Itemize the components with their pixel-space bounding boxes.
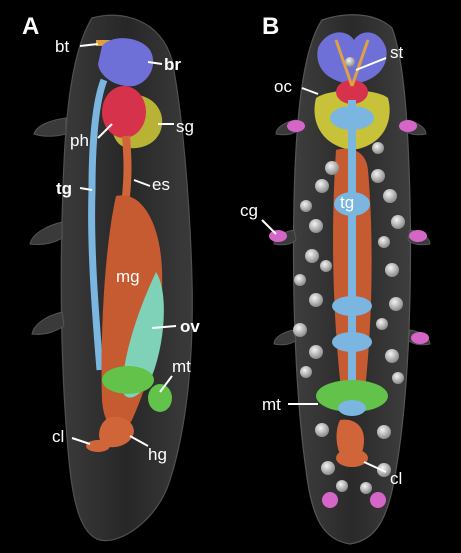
label-cl: cl (52, 427, 64, 446)
claw-gland-b-4 (409, 230, 427, 242)
ovary-a (122, 272, 164, 398)
leg-a-1 (33, 117, 67, 137)
leader-cl-b (363, 461, 387, 473)
leg-a-2 (29, 221, 63, 245)
label-mt: mt (172, 357, 191, 376)
buccal-tube-a (96, 40, 110, 46)
claw-gland-b-7 (370, 492, 386, 508)
panel-a: A bt br ph sg tg es mg ov mt cl hg (22, 13, 200, 542)
ganglion-b-4 (332, 332, 372, 352)
label-br: br (164, 55, 181, 74)
stylet-b2 (350, 39, 370, 87)
label-mt-b: mt (262, 395, 281, 414)
pharynx-a (102, 86, 146, 138)
leader-oc (301, 87, 319, 95)
stylet-b (334, 39, 354, 87)
cloaca-b (336, 449, 368, 467)
leader-mt (159, 375, 173, 393)
label-es: es (152, 175, 170, 194)
storage-cells (293, 57, 405, 494)
claw-gland-b-6 (322, 492, 338, 508)
leader-st (355, 57, 387, 71)
ganglion-b-3 (332, 296, 372, 316)
hindgut-a (99, 416, 134, 448)
label-tg: tg (56, 179, 72, 198)
leader-br (147, 61, 163, 65)
label-cg: cg (240, 201, 258, 220)
leader-ph (97, 123, 113, 139)
leader-cl (71, 437, 91, 445)
nerve-cord-a (88, 78, 108, 371)
label-bt: bt (55, 37, 69, 56)
leader-cg (261, 219, 277, 235)
label-st: st (390, 43, 404, 62)
leader-hg (129, 435, 149, 447)
label-ph: ph (70, 131, 89, 150)
panel-letter-b: B (262, 13, 279, 40)
panel-letter-a: A (22, 13, 39, 40)
label-sg: sg (176, 117, 194, 136)
brain-a (98, 38, 154, 87)
malpighian-tubules-a (102, 366, 154, 394)
ganglion-b-5 (338, 400, 366, 416)
label-ov: ov (180, 317, 200, 336)
label-mg: mg (116, 267, 140, 286)
pharynx-b (336, 80, 368, 104)
ganglion-b-1 (330, 106, 374, 130)
esophagus-a (122, 135, 132, 197)
label-hg: hg (148, 445, 167, 464)
panel-b: B st oc cg tg mt cl (240, 13, 431, 545)
claw-gland-b-5 (411, 332, 429, 344)
claw-gland-b-1 (287, 120, 305, 132)
label-tg-b: tg (340, 193, 354, 212)
label-cl-b: cl (390, 469, 402, 488)
malpighian-tubules-b (316, 380, 388, 412)
claw-gland-b-3 (269, 230, 287, 242)
leader-bt (79, 43, 99, 47)
claw-gland-b-2 (399, 120, 417, 132)
malpighian-tubules-a2 (148, 384, 172, 412)
leg-b-l3 (273, 329, 297, 346)
leader-ov (151, 325, 177, 329)
leader-tg (79, 187, 93, 191)
label-oc: oc (274, 77, 292, 96)
leg-a-3 (31, 311, 65, 335)
ganglion-b-2 (334, 192, 370, 216)
leader-es (133, 179, 151, 187)
cloaca-a (86, 440, 110, 452)
